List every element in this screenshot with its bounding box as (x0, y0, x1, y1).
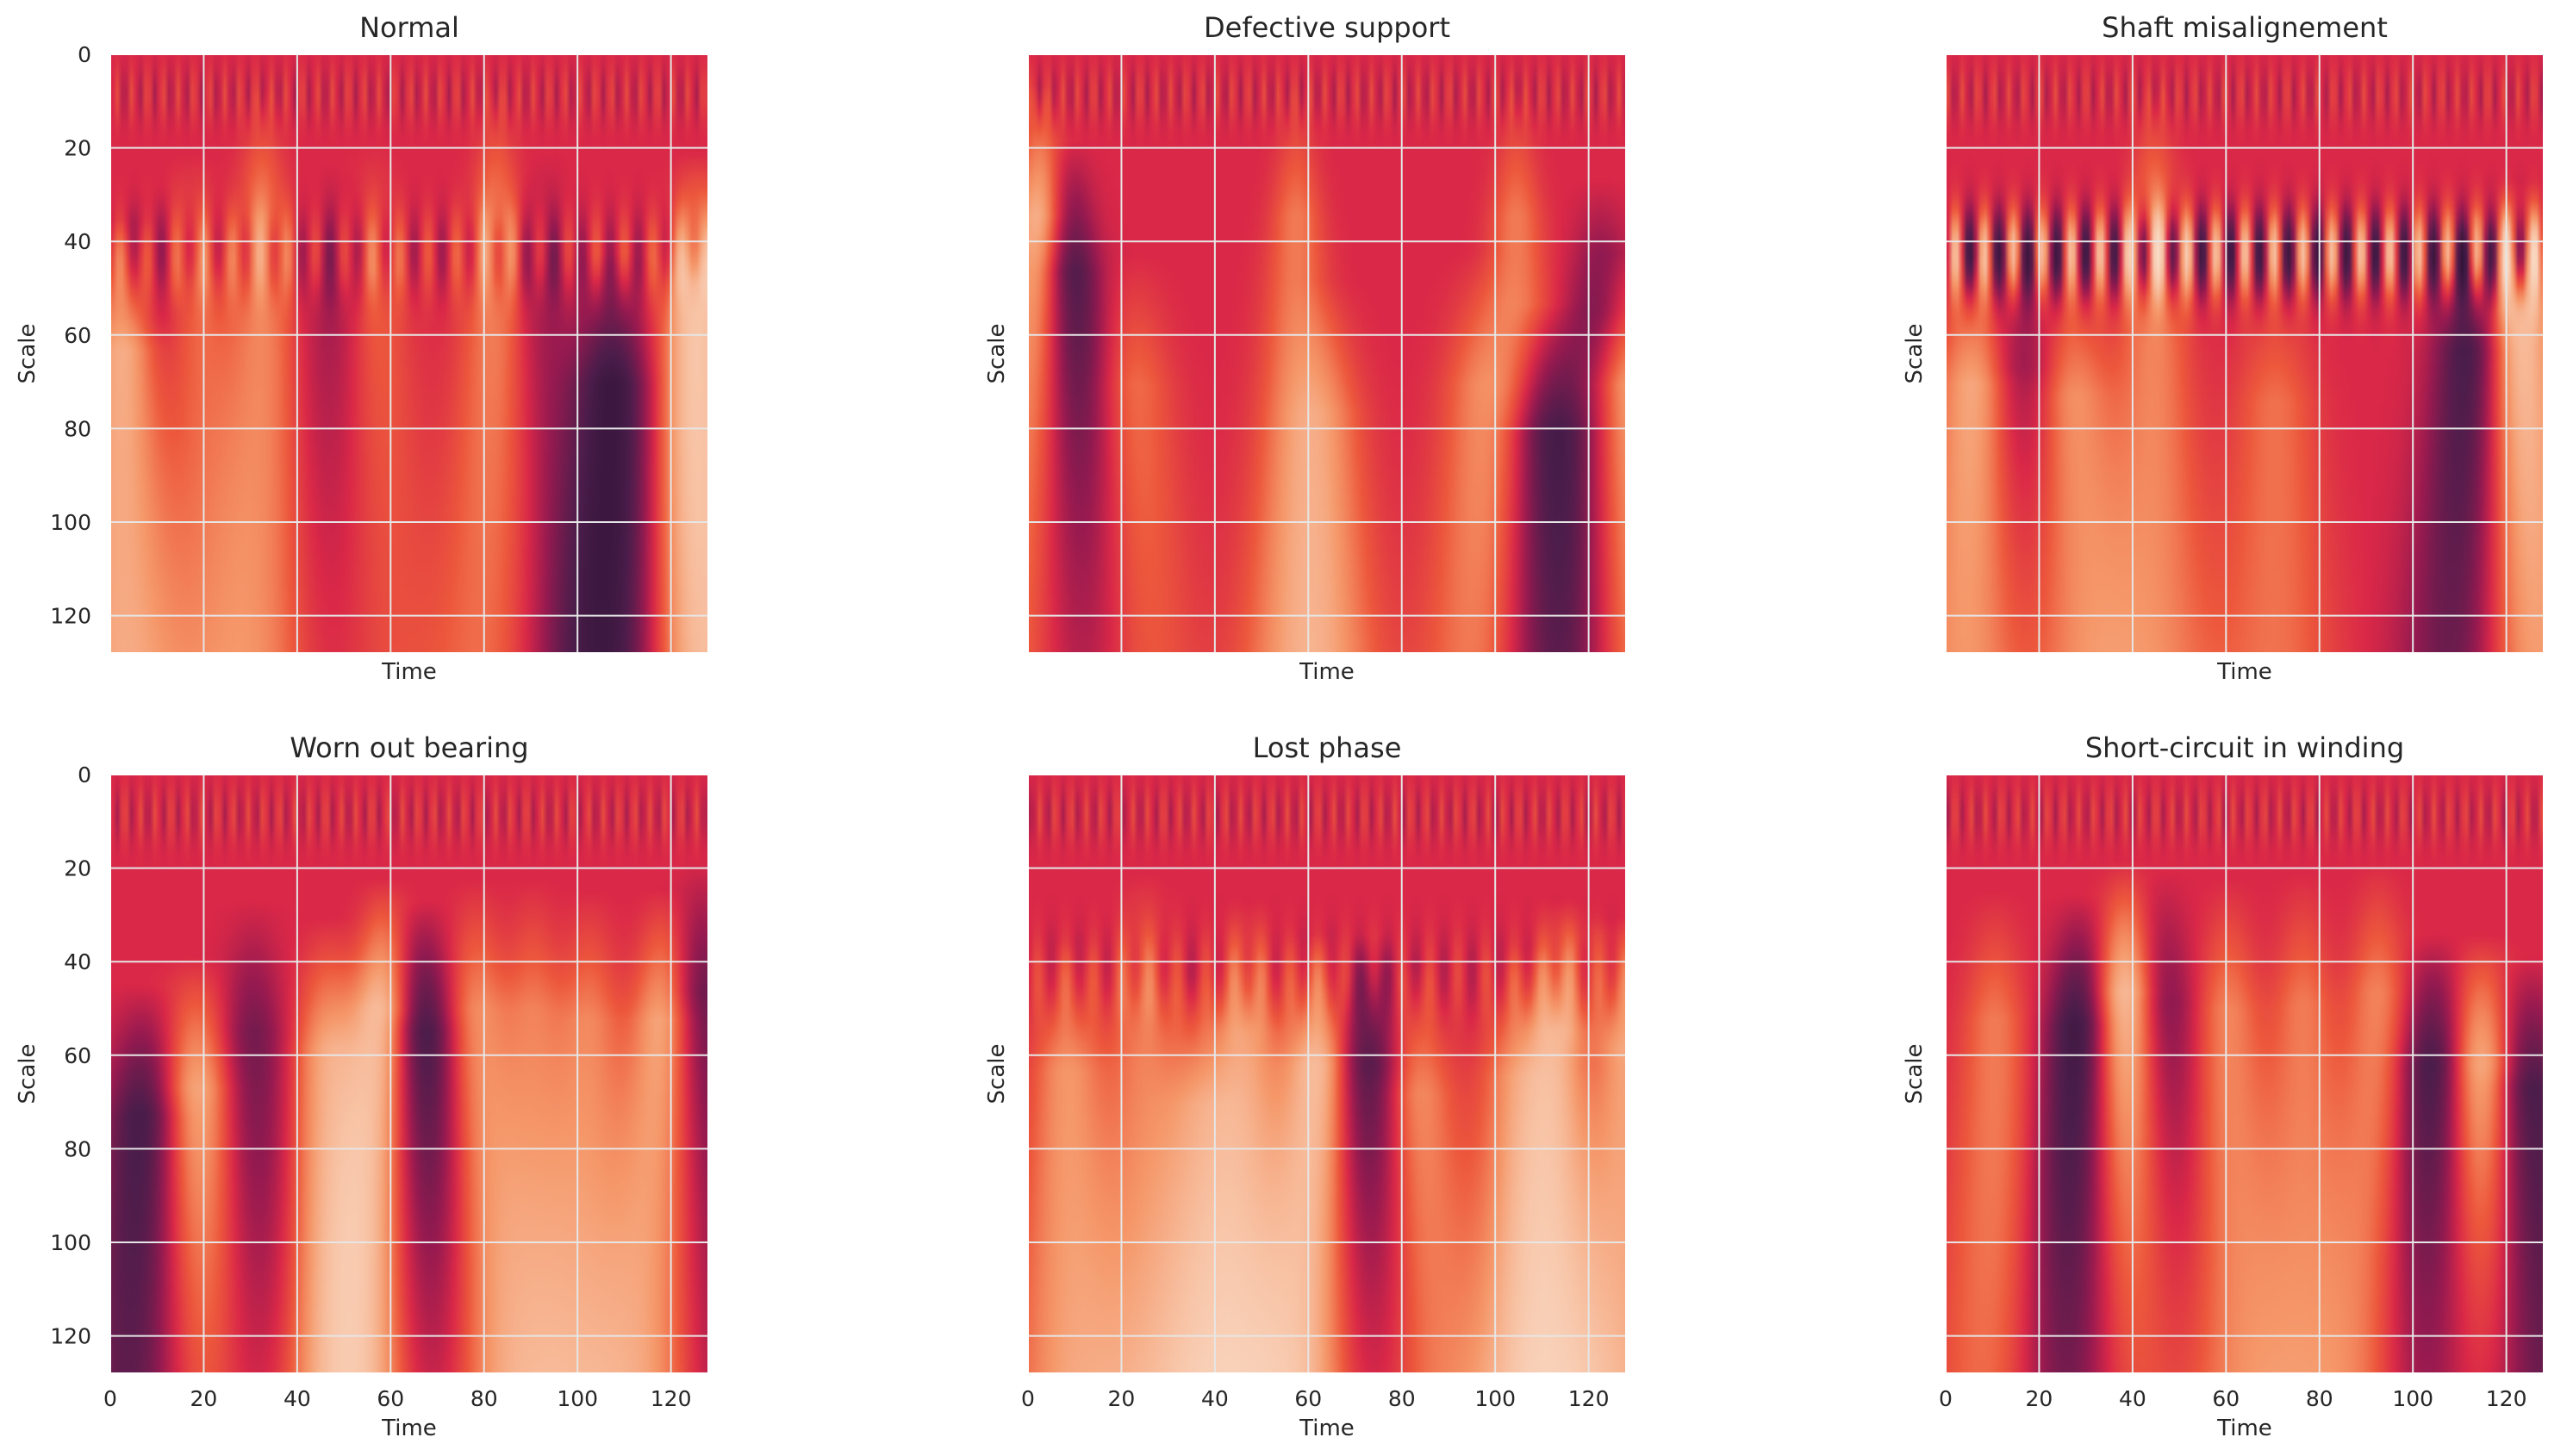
y-tick-label: 120 (50, 1324, 91, 1349)
x-tick-label: 0 (103, 1386, 117, 1411)
subplot-4: Worn out bearing 0 20 40 60 80 100 120 0 20 40 60 80… (15, 731, 709, 1441)
x-tick-label: 20 (2026, 1386, 2053, 1411)
x-tick-label: 80 (2306, 1386, 2333, 1411)
subplot-6: Short-circuit in winding 0 20 40 60 80 100 120 T… (1902, 731, 2545, 1441)
axes-frame (1945, 53, 2545, 654)
subplot-1: Normal 0 20 40 60 80 100 120 Time Scale (15, 11, 709, 685)
y-axis-label: Scale (984, 324, 1010, 384)
x-tick-label: 20 (190, 1386, 218, 1411)
y-axis-label: Scale (15, 1044, 40, 1104)
y-tick-label: 40 (64, 229, 91, 254)
y-axis-label: Scale (1902, 324, 1928, 384)
subplot-5: Lost phase 0 20 40 60 80 100 120 Time Scale (984, 731, 1627, 1441)
subplot-title: Short-circuit in winding (2085, 731, 2404, 764)
y-axis-label: Scale (1902, 1044, 1928, 1104)
scalogram-heatmap (1028, 54, 1626, 653)
x-axis-label: Time (2216, 1416, 2272, 1441)
x-tick-label: 0 (1939, 1386, 1953, 1411)
x-tick-label: 0 (1021, 1386, 1035, 1411)
y-tick-label: 100 (50, 510, 91, 535)
subplot-title: Lost phase (1253, 731, 1402, 764)
y-axis-label: Scale (984, 1044, 1010, 1104)
subplot-title: Normal (359, 11, 459, 44)
x-tick-label: 40 (2119, 1386, 2146, 1411)
x-axis-label: Time (1299, 1416, 1355, 1441)
y-tick-label: 80 (64, 1136, 91, 1161)
x-axis-label: Time (381, 659, 437, 685)
x-tick-label: 120 (2486, 1386, 2527, 1411)
x-tick-label: 60 (377, 1386, 404, 1411)
y-tick-label: 0 (78, 42, 91, 67)
subplot-title: Worn out bearing (290, 731, 528, 764)
x-axis-label: Time (381, 1416, 437, 1441)
y-tick-label: 60 (64, 1043, 91, 1068)
axes-frame (1027, 53, 1627, 654)
x-tick-label: 80 (470, 1386, 498, 1411)
x-axis-label: Time (2216, 659, 2272, 685)
y-tick-label: 20 (64, 856, 91, 881)
scalogram-heatmap (110, 54, 708, 653)
subplot-title: Defective support (1204, 11, 1450, 44)
y-tick-label: 0 (78, 762, 91, 787)
y-tick-label: 120 (50, 604, 91, 629)
subplot-title: Shaft misalignement (2102, 11, 2388, 44)
y-tick-label: 60 (64, 323, 91, 348)
x-tick-label: 20 (1108, 1386, 1136, 1411)
x-tick-label: 100 (1474, 1386, 1516, 1411)
axes-frame (109, 774, 709, 1374)
y-axis-label: Scale (15, 324, 40, 384)
axes-frame (1945, 774, 2545, 1374)
y-tick-label: 40 (64, 949, 91, 974)
y-tick-label: 100 (50, 1230, 91, 1255)
axes-frame (109, 53, 709, 654)
scalogram-heatmap (1946, 775, 2544, 1373)
x-tick-label: 80 (1388, 1386, 1416, 1411)
axes-frame (1027, 774, 1627, 1374)
scalogram-heatmap (1028, 775, 1626, 1373)
x-tick-label: 100 (2392, 1386, 2433, 1411)
x-tick-label: 40 (283, 1386, 311, 1411)
y-tick-label: 80 (64, 416, 91, 441)
x-tick-label: 100 (557, 1386, 598, 1411)
x-tick-label: 40 (1201, 1386, 1229, 1411)
subplot-2: Defective support Time Scale (984, 11, 1627, 685)
x-tick-label: 60 (1294, 1386, 1322, 1411)
x-axis-label: Time (1299, 659, 1355, 685)
x-tick-label: 120 (651, 1386, 692, 1411)
y-tick-label: 20 (64, 136, 91, 161)
x-tick-label: 60 (2212, 1386, 2240, 1411)
scalogram-heatmap (110, 775, 708, 1373)
subplot-3: Shaft misalignement Time Scale (1902, 11, 2545, 685)
scalogram-heatmap (1946, 54, 2544, 653)
x-tick-label: 120 (1568, 1386, 1610, 1411)
